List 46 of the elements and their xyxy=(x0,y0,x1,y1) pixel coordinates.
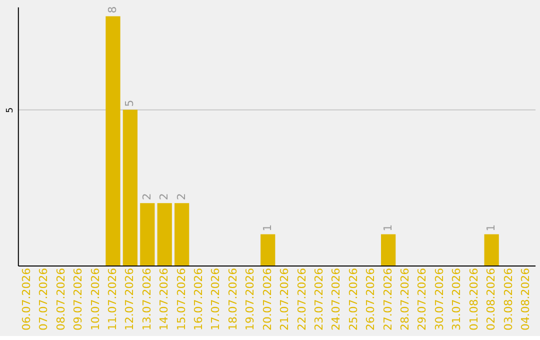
x-tick-label: 14.07.2026 xyxy=(158,268,171,330)
bar xyxy=(140,203,155,266)
x-tick-label: 19.07.2026 xyxy=(244,268,257,330)
data-label: 2 xyxy=(158,193,171,200)
bar xyxy=(174,203,190,266)
data-label: 5 xyxy=(123,100,136,107)
bar xyxy=(260,234,276,266)
x-tick-label: 10.07.2026 xyxy=(88,268,102,330)
x-tick-label: 16.07.2026 xyxy=(192,268,206,330)
x-tick-label: 11.07.2026 xyxy=(106,268,119,330)
x-tick-label: 15.07.2026 xyxy=(174,268,188,330)
x-tick-label: 03.08.2026 xyxy=(502,268,515,330)
x-tick-label: 25.07.2026 xyxy=(346,268,360,330)
x-tick-label: 07.07.2026 xyxy=(37,268,50,330)
x-tick-label: 09.07.2026 xyxy=(72,268,85,330)
x-tick-label: 12.07.2026 xyxy=(123,268,136,330)
bar xyxy=(381,234,396,266)
x-tick-label: 23.07.2026 xyxy=(312,268,326,330)
data-label: 1 xyxy=(260,224,274,232)
x-tick-label: 21.07.2026 xyxy=(278,268,292,330)
data-label: 1 xyxy=(381,224,394,232)
x-tick-label: 13.07.2026 xyxy=(140,268,154,330)
data-label: 2 xyxy=(174,193,188,200)
x-tick-label: 02.08.2026 xyxy=(484,268,498,330)
bar xyxy=(122,110,138,266)
x-tick-label: 08.07.2026 xyxy=(54,268,68,330)
x-tick-label: 27.07.2026 xyxy=(381,268,394,330)
x-tick-label: 06.07.2026 xyxy=(20,268,33,330)
x-tick-label: 20.07.2026 xyxy=(260,268,274,330)
x-tick-label: 26.07.2026 xyxy=(364,268,378,330)
data-label: 2 xyxy=(140,193,154,200)
x-tick-label: 24.07.2026 xyxy=(330,268,343,330)
x-tick-label: 30.07.2026 xyxy=(432,268,446,330)
x-tick-label: 17.07.2026 xyxy=(209,268,222,330)
x-tick-label: 22.07.2026 xyxy=(295,268,308,330)
data-label: 1 xyxy=(484,224,498,232)
x-tick-label: 28.07.2026 xyxy=(398,268,412,330)
bar xyxy=(106,16,120,266)
x-tick-label: 04.08.2026 xyxy=(518,268,532,330)
data-label: 8 xyxy=(106,6,119,14)
x-tick-label: 29.07.2026 xyxy=(416,268,429,330)
bar xyxy=(484,234,499,266)
x-tick-label: 01.08.2026 xyxy=(467,268,480,330)
x-tick-label: 31.07.2026 xyxy=(450,268,464,330)
bar xyxy=(157,203,172,266)
x-tick-label: 18.07.2026 xyxy=(226,268,240,330)
